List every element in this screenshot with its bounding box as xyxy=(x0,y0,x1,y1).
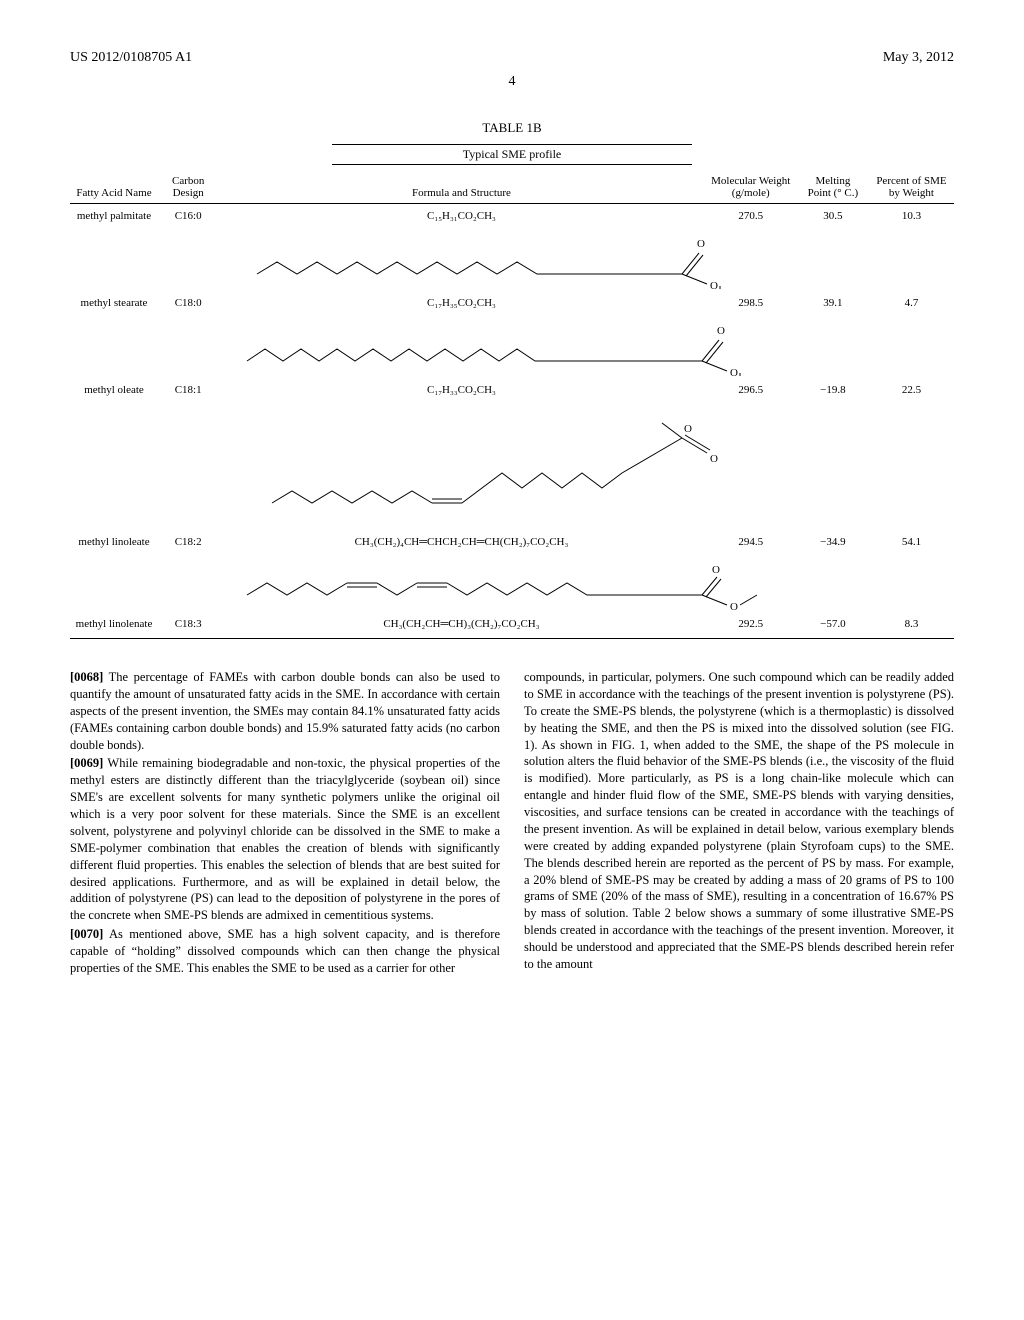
svg-text:O: O xyxy=(717,325,725,337)
para-text: compounds, in particular, polymers. One … xyxy=(524,670,954,971)
cell-mw: 294.5 xyxy=(705,530,797,550)
table-title: TABLE 1B xyxy=(70,120,954,136)
cell-mp: −34.9 xyxy=(797,530,869,550)
svg-text:O: O xyxy=(730,367,738,376)
table-row: methyl oleate C18:1 C₁₇H₃₃CO₂CH₃ 296.5 −… xyxy=(70,378,954,398)
cell-carbon: C18:1 xyxy=(158,378,218,398)
table-row: methyl linolenate C18:3 CH₃(CH₂CH═CH)₃(C… xyxy=(70,612,954,632)
svg-text:O: O xyxy=(684,423,692,435)
cell-pct: 8.3 xyxy=(869,612,954,632)
svg-text:O: O xyxy=(710,453,718,465)
cell-carbon: C18:3 xyxy=(158,612,218,632)
structure-palmitate-icon: O O xyxy=(252,234,772,289)
cell-pct: 22.5 xyxy=(869,378,954,398)
cell-carbon: C18:0 xyxy=(158,291,218,311)
cell-formula: C₁₇H₃₅CO₂CH₃ xyxy=(218,291,704,311)
cell-name: methyl linoleate xyxy=(70,530,158,550)
cell-pct: 4.7 xyxy=(869,291,954,311)
para-number: [0069] xyxy=(70,756,103,770)
publication-date: May 3, 2012 xyxy=(883,50,954,66)
cell-formula: C₁₅H₃₁CO₂CH₃ xyxy=(218,204,704,225)
svg-text:O: O xyxy=(697,238,705,250)
table-bottom-rule xyxy=(70,638,954,639)
para-text: While remaining biodegradable and non-to… xyxy=(70,756,500,922)
cell-mp: 39.1 xyxy=(797,291,869,311)
right-column: compounds, in particular, polymers. One … xyxy=(524,669,954,979)
structure-oleate-icon: O O xyxy=(252,408,772,528)
cell-formula: C₁₇H₃₃CO₂CH₃ xyxy=(218,378,704,398)
cell-name: methyl palmitate xyxy=(70,204,158,225)
page-header: US 2012/0108705 A1 May 3, 2012 xyxy=(70,50,954,66)
svg-text:O: O xyxy=(710,280,718,289)
cell-mw: 298.5 xyxy=(705,291,797,311)
para-number: [0068] xyxy=(70,670,103,684)
col-formula-structure: Formula and Structure xyxy=(218,171,704,204)
paragraph-continuation: compounds, in particular, polymers. One … xyxy=(524,669,954,973)
structure-row: O O xyxy=(70,398,954,530)
publication-number: US 2012/0108705 A1 xyxy=(70,50,192,66)
para-number: [0070] xyxy=(70,927,103,941)
structure-stearate-icon: O O xyxy=(242,321,782,376)
cell-carbon: C16:0 xyxy=(158,204,218,225)
cell-pct: 10.3 xyxy=(869,204,954,225)
paragraph: [0070] As mentioned above, SME has a hig… xyxy=(70,926,500,977)
cell-carbon: C18:2 xyxy=(158,530,218,550)
cell-mp: −57.0 xyxy=(797,612,869,632)
cell-formula: CH₃(CH₂)₄CH═CHCH₂CH═CH(CH₂)₇CO₂CH₃ xyxy=(218,530,704,550)
structure-linoleate-icon: O O xyxy=(242,560,782,610)
col-melting-point: Melting Point (° C.) xyxy=(797,171,869,204)
paragraph: [0069] While remaining biodegradable and… xyxy=(70,755,500,924)
cell-name: methyl stearate xyxy=(70,291,158,311)
cell-mw: 292.5 xyxy=(705,612,797,632)
para-text: As mentioned above, SME has a high solve… xyxy=(70,927,500,975)
cell-name: methyl oleate xyxy=(70,378,158,398)
cell-name: methyl linolenate xyxy=(70,612,158,632)
cell-mw: 270.5 xyxy=(705,204,797,225)
col-carbon-design: Carbon Design xyxy=(158,171,218,204)
table-subtitle: Typical SME profile xyxy=(332,144,692,165)
col-fatty-acid-name: Fatty Acid Name xyxy=(70,171,158,204)
body-text-columns: [0068] The percentage of FAMEs with carb… xyxy=(70,669,954,979)
page-number: 4 xyxy=(70,74,954,90)
para-text: The percentage of FAMEs with carbon doub… xyxy=(70,670,500,752)
cell-pct: 54.1 xyxy=(869,530,954,550)
col-percent-sme: Percent of SME by Weight xyxy=(869,171,954,204)
cell-formula: CH₃(CH₂CH═CH)₃(CH₂)₇CO₂CH₃ xyxy=(218,612,704,632)
structure-row: O O xyxy=(70,311,954,378)
cell-mw: 296.5 xyxy=(705,378,797,398)
table-row: methyl stearate C18:0 C₁₇H₃₅CO₂CH₃ 298.5… xyxy=(70,291,954,311)
page: US 2012/0108705 A1 May 3, 2012 4 TABLE 1… xyxy=(0,0,1024,1019)
structure-row: O O xyxy=(70,224,954,291)
structure-row: O O xyxy=(70,550,954,612)
col-molecular-weight: Molecular Weight (g/mole) xyxy=(705,171,797,204)
cell-mp: 30.5 xyxy=(797,204,869,225)
left-column: [0068] The percentage of FAMEs with carb… xyxy=(70,669,500,979)
paragraph: [0068] The percentage of FAMEs with carb… xyxy=(70,669,500,753)
table-row: methyl palmitate C16:0 C₁₅H₃₁CO₂CH₃ 270.… xyxy=(70,204,954,225)
table-row: methyl linoleate C18:2 CH₃(CH₂)₄CH═CHCH₂… xyxy=(70,530,954,550)
svg-text:O: O xyxy=(712,564,720,576)
cell-mp: −19.8 xyxy=(797,378,869,398)
sme-profile-table: Fatty Acid Name Carbon Design Formula an… xyxy=(70,171,954,632)
svg-text:O: O xyxy=(730,601,738,610)
